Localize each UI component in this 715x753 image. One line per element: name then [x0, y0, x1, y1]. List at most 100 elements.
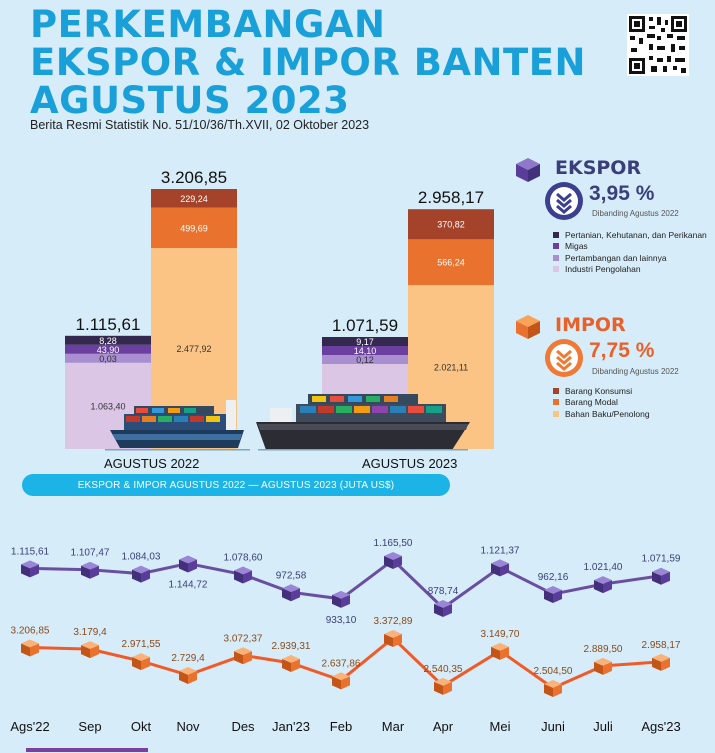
impor-marker-side: [332, 676, 341, 690]
bar-segment: [65, 344, 151, 354]
ekspor-marker-front: [443, 604, 452, 617]
impor-marker-front: [553, 684, 562, 697]
ekspor-marker-side: [282, 588, 291, 602]
impor-marker-front: [393, 634, 402, 647]
legend-item: Pertambangan dan lainnya: [553, 252, 707, 264]
legend-item: Industri Pengolahan: [553, 264, 707, 276]
ekspor-data-label: 962,16: [538, 572, 569, 583]
bar-value-label: 1.063,40: [90, 401, 125, 411]
bar-value-label: 8,28: [99, 336, 117, 346]
x-tick-label: Mei: [490, 719, 511, 734]
ekspor-data-label: 1.144,72: [169, 580, 208, 591]
impor-marker-side: [491, 646, 500, 660]
impor-marker-top: [81, 641, 99, 650]
impor-marker-side: [544, 684, 553, 697]
ekspor-data-label: 1.165,50: [374, 538, 413, 549]
legend-label: Pertanian, Kehutanan, dan Perikanan: [565, 229, 707, 240]
x-tick-label: Feb: [330, 719, 352, 734]
impor-note: Dibanding Agustus 2022: [592, 367, 679, 376]
ekspor-marker-top: [491, 559, 509, 568]
category-label-2022: AGUSTUS 2022: [104, 456, 200, 471]
impor-data-label: 2.540,35: [424, 664, 463, 675]
impor-marker-side: [282, 658, 291, 672]
bar-value-label: 370,82: [437, 220, 465, 230]
x-tick-label: Mar: [382, 719, 405, 734]
legend-item: Barang Konsumsi: [553, 385, 650, 397]
impor-marker-front: [243, 651, 252, 665]
ekspor-marker-front: [393, 556, 402, 569]
ekspor-data-label: 933,10: [326, 615, 357, 626]
impor-data-label: 2.637,86: [322, 658, 361, 669]
ekspor-data-label: 1.121,37: [481, 545, 520, 556]
ekspor-marker-front: [188, 559, 197, 573]
x-tick-label: Jan'23: [272, 719, 310, 734]
bar-value-label: 566,24: [437, 258, 465, 268]
bar-segment: [151, 207, 237, 249]
impor-marker-top: [282, 654, 300, 663]
down-chevron-icon: [545, 182, 583, 220]
ekspor-marker-front: [661, 571, 670, 585]
bar-segment: [408, 239, 494, 286]
cube-icon: [516, 315, 540, 339]
cube-icon: [516, 158, 540, 182]
x-tick-label: Ags'22: [10, 719, 49, 734]
ekspor-marker-side: [21, 564, 30, 578]
impor-data-label: 3.372,89: [374, 616, 413, 627]
ekspor-data-label: 878,74: [428, 586, 459, 597]
ekspor-marker-side: [132, 569, 141, 583]
x-tick-label: Okt: [131, 719, 152, 734]
bar-total-label: 1.115,61: [76, 315, 141, 334]
ekspor-marker-front: [90, 565, 99, 579]
impor-marker-top: [21, 639, 39, 648]
ekspor-data-label: 1.071,59: [642, 554, 681, 565]
legend-label: Barang Modal: [565, 397, 618, 408]
impor-marker-side: [179, 671, 188, 685]
down-chevron-icon: [545, 339, 583, 377]
ekspor-marker-side: [434, 604, 443, 617]
legend-item: Migas: [553, 241, 707, 253]
ekspor-marker-side: [81, 565, 90, 579]
ekspor-marker-side: [234, 570, 243, 584]
impor-marker-top: [434, 677, 452, 686]
category-label-2023: AGUSTUS 2023: [362, 456, 458, 471]
impor-marker-front: [500, 646, 509, 660]
ekspor-data-label: 1.115,61: [11, 546, 50, 557]
ekspor-marker-side: [594, 580, 603, 594]
footer-accent: [26, 748, 148, 752]
legend-item: Pertanian, Kehutanan, dan Perikanan: [553, 229, 707, 241]
ekspor-legend: Pertanian, Kehutanan, dan Perikanan Miga…: [553, 229, 707, 275]
bar-segment: [408, 209, 494, 240]
impor-legend: Barang Konsumsi Barang Modal Bahan Baku/…: [553, 385, 650, 420]
ekspor-marker-top: [544, 586, 562, 595]
ekspor-marker-top: [282, 584, 300, 593]
impor-marker-front: [141, 657, 150, 671]
bar-segment: [65, 353, 151, 363]
impor-data-label: 2.958,17: [642, 640, 681, 651]
impor-marker-side: [21, 643, 30, 657]
impor-marker-side: [81, 645, 90, 659]
ekspor-data-label: 972,58: [276, 570, 307, 581]
impor-data-label: 3.072,37: [224, 633, 263, 644]
impor-marker-side: [594, 661, 603, 675]
ekspor-marker-top: [132, 565, 150, 574]
impor-marker-side: [434, 681, 443, 695]
ekspor-marker-front: [291, 588, 300, 602]
impor-marker-side: [234, 651, 243, 665]
cargo-ship-icon: [110, 400, 244, 448]
legend-label: Pertambangan dan lainnya: [565, 252, 667, 263]
subtitle: Berita Resmi Statistik No. 51/10/36/Th.X…: [30, 118, 370, 132]
ekspor-marker-top: [594, 576, 612, 585]
bar-value-label: 43,90: [97, 345, 120, 355]
impor-marker-front: [188, 671, 197, 685]
impor-data-label: 2.729,4: [171, 653, 205, 664]
ekspor-marker-top: [179, 555, 197, 564]
ekspor-marker-top: [652, 567, 670, 576]
impor-heading: IMPOR: [555, 314, 626, 336]
cargo-ship-icon: [256, 394, 470, 450]
ekspor-marker-front: [553, 590, 562, 604]
impor-data-label: 2.889,50: [584, 644, 623, 655]
bar-segment: [322, 355, 408, 364]
bar-total-label: 2.958,17: [418, 188, 484, 207]
x-tick-label: Ags'23: [641, 719, 680, 734]
